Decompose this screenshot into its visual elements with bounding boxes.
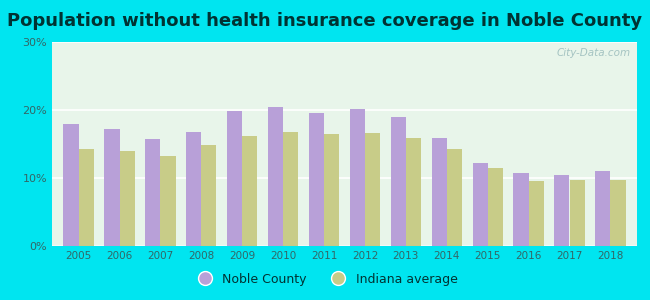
Bar [202,146,216,246]
Bar [554,175,569,246]
Bar [120,151,135,246]
Bar [569,180,584,246]
Bar [391,118,406,246]
Bar [64,124,79,246]
Bar [488,169,503,246]
Bar [406,138,421,246]
Bar [432,138,447,246]
Bar [473,163,488,246]
Bar [350,109,365,246]
Text: City-Data.com: City-Data.com [557,48,631,58]
Bar [227,111,242,246]
Bar [365,133,380,246]
Bar [105,129,120,246]
Bar [145,139,161,246]
Bar [309,113,324,246]
Bar [161,156,176,246]
Legend: Noble County, Indiana average: Noble County, Indiana average [187,268,463,291]
Bar [268,107,283,246]
Bar [79,149,94,246]
Bar [528,182,544,246]
Bar [242,136,257,246]
Bar [610,180,625,246]
Bar [595,170,610,246]
Bar [324,134,339,246]
Bar [186,132,202,246]
Bar [283,132,298,246]
Bar [514,173,528,246]
Text: Population without health insurance coverage in Noble County: Population without health insurance cove… [7,12,643,30]
Bar [447,149,462,246]
